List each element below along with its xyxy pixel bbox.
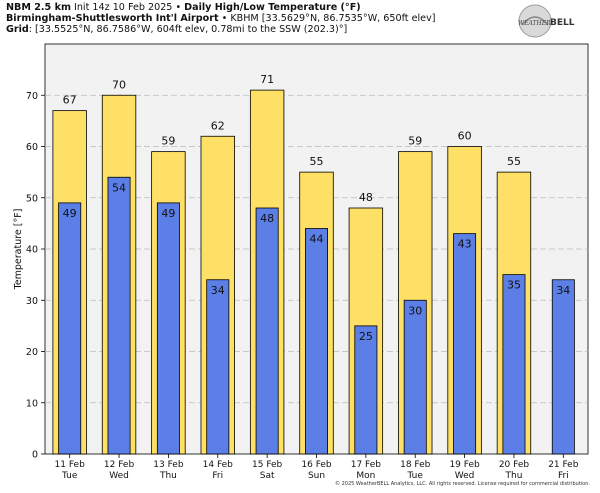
x-tick-day: Wed <box>455 471 475 481</box>
low-temp-bar <box>58 202 82 455</box>
model-name: NBM 2.5 km <box>6 2 71 13</box>
logo-text-bell: BELL <box>550 18 575 28</box>
low-temp-bar <box>354 325 378 455</box>
station-details: • KBHM [33.5629°N, 86.7535°W, 650ft elev… <box>218 13 436 24</box>
init-time: Init 14z 10 Feb 2025 <box>74 2 173 13</box>
low-temp-label: 34 <box>556 284 570 297</box>
low-temp-bar <box>305 228 328 455</box>
low-temp-label: 54 <box>112 181 126 194</box>
header-line-1: NBM 2.5 km Init 14z 10 Feb 2025 • Daily … <box>6 2 361 14</box>
x-tick-day: Wed <box>109 471 129 481</box>
x-tick-date: 16 Feb <box>301 460 332 470</box>
low-temp-bar <box>206 279 230 455</box>
low-temp-bar <box>403 299 427 455</box>
x-tick-day: Fri <box>212 471 223 481</box>
low-temp-bar <box>255 207 279 455</box>
low-temp-label: 44 <box>310 233 324 246</box>
high-temp-label: 48 <box>359 191 373 204</box>
x-tick-day: Tue <box>407 471 424 481</box>
high-temp-label: 67 <box>63 94 77 107</box>
low-temp-label: 49 <box>161 207 175 220</box>
chart-title: Daily High/Low Temperature (°F) <box>184 2 361 13</box>
x-tick-day: Tue <box>61 471 78 481</box>
grid-label: Grid <box>6 24 29 35</box>
low-temp-label: 34 <box>211 284 225 297</box>
y-tick-label: 40 <box>26 245 38 256</box>
low-temp-label: 48 <box>260 212 274 225</box>
low-temp-label: 30 <box>408 304 422 317</box>
y-tick-label: 30 <box>26 296 38 307</box>
x-tick-date: 14 Feb <box>203 460 234 470</box>
x-tick-day: Sun <box>308 471 325 481</box>
low-temp-bar <box>156 202 180 455</box>
y-tick-label: 10 <box>26 398 38 409</box>
x-tick-date: 19 Feb <box>449 460 480 470</box>
high-temp-label: 71 <box>260 73 274 86</box>
x-tick-date: 13 Feb <box>153 460 184 470</box>
high-temp-label: 55 <box>310 155 324 168</box>
y-tick-label: 60 <box>26 142 38 153</box>
low-temp-label: 49 <box>63 207 77 220</box>
low-temp-bar <box>502 274 526 455</box>
x-tick-date: 15 Feb <box>252 460 283 470</box>
copyright-footer: © 2025 WeatherBELL Analytics, LLC. All r… <box>335 481 590 487</box>
x-tick-date: 20 Feb <box>499 460 530 470</box>
header-line-3: Grid: [33.5525°N, 86.7586°W, 604ft elev,… <box>6 24 347 36</box>
low-temp-bar <box>453 233 477 455</box>
y-axis-label: Temperature [°F] <box>13 209 24 291</box>
x-tick-date: 12 Feb <box>104 460 135 470</box>
x-tick-date: 17 Feb <box>351 460 382 470</box>
bullet-separator: • <box>172 2 185 13</box>
x-tick-date: 11 Feb <box>55 460 86 470</box>
y-tick-label: 0 <box>32 450 38 461</box>
high-temp-label: 62 <box>211 119 225 132</box>
high-temp-label: 59 <box>161 135 175 148</box>
x-tick-day: Sat <box>260 471 275 481</box>
high-temp-label: 55 <box>507 155 521 168</box>
y-tick-label: 70 <box>26 91 38 102</box>
logo-text-weather: WEATHER <box>518 20 551 27</box>
x-tick-day: Mon <box>356 471 375 481</box>
header-line-2: Birmingham-Shuttlesworth Int'l Airport •… <box>6 13 436 25</box>
grid-details: : [33.5525°N, 86.7586°W, 604ft elev, 0.7… <box>28 24 348 35</box>
low-temp-label: 35 <box>507 279 521 292</box>
weatherbell-logo: WEATHER BELL <box>518 4 575 38</box>
x-tick-day: Thu <box>505 471 523 481</box>
x-tick-date: 21 Feb <box>548 460 579 470</box>
y-tick-label: 20 <box>26 347 38 358</box>
low-temp-bar <box>551 279 575 455</box>
high-temp-label: 70 <box>112 78 126 91</box>
x-tick-day: Thu <box>159 471 177 481</box>
low-temp-bar <box>107 176 131 455</box>
high-temp-label: 59 <box>408 135 422 148</box>
x-tick-date: 18 Feb <box>400 460 431 470</box>
x-tick-day: Fri <box>558 471 569 481</box>
y-tick-label: 50 <box>26 193 38 204</box>
low-temp-label: 25 <box>359 330 373 343</box>
low-temp-label: 43 <box>458 238 472 251</box>
high-temp-label: 60 <box>458 130 472 143</box>
station-name: Birmingham-Shuttlesworth Int'l Airport <box>6 13 219 24</box>
